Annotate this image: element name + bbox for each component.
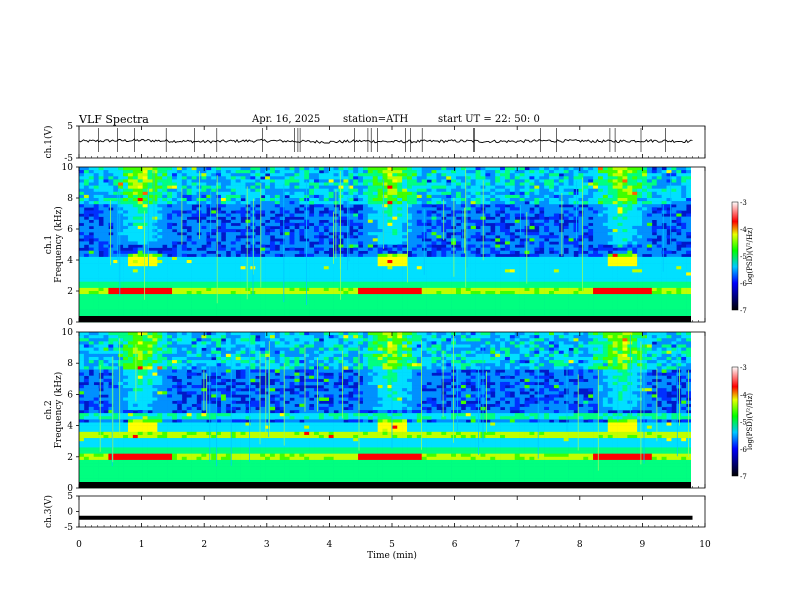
s1-colorbar-tick: -4 [740,226,747,234]
s1-colorbar-tick: -3 [740,199,747,207]
s2-ytick-label: 0 [67,484,73,494]
station-label: station=ATH [343,114,409,125]
s1-ytick-label: 10 [62,163,74,173]
v3-frame [78,495,706,528]
start-time-label: start UT = 22: 50: 0 [438,114,540,125]
s1-colorbar-tick: -5 [740,253,747,261]
s2-colorbar-tick: -3 [740,364,747,372]
xtick-label: 10 [699,540,711,550]
figure-title: VLF Spectra [79,113,149,126]
s2-colorbar [731,366,739,477]
s2-colorbar-tick: -7 [740,473,747,481]
s2-ylabel: Frequency (kHz) [53,372,64,449]
xtick-label: 9 [640,540,646,550]
s2-ytick-label: 8 [67,359,73,369]
s1-ylabel: Frequency (kHz) [53,206,64,283]
xtick-label: 7 [514,540,520,550]
xtick-label: 4 [327,540,333,550]
xtick-label: 8 [577,540,583,550]
date-label: Apr. 16, 2025 [252,114,321,125]
v3-ylabel: ch.3(V) [43,495,54,528]
s2-cells [79,332,692,489]
s1-ytick-label: 0 [67,318,73,328]
s1-low-band [79,316,691,322]
s1-channel-label: ch.1 [44,235,54,254]
v1-ylabel: ch.1(V) [43,126,54,159]
s1-colorbar-tick: -7 [740,307,747,315]
xtick-label: 6 [452,540,458,550]
v3-ytick-label: 5 [67,492,73,502]
s2-ytick-label: 10 [62,328,74,338]
s2-ytick-label: 2 [67,453,73,463]
v3-ytick-label: 0 [67,508,73,518]
s1-ytick-label: 4 [67,256,73,266]
xtick-label: 2 [201,540,207,550]
s1-colorbar-tick: -6 [740,280,747,288]
xtick-label: 3 [264,540,270,550]
s2-colorbar-tick: -4 [740,391,747,399]
v1-ytick-label: 5 [67,122,73,132]
s1-ytick-label: 2 [67,287,73,297]
xtick-label: 5 [389,540,395,550]
s2-ytick-label: 4 [67,422,73,432]
v1-ytick-label: -5 [64,154,73,164]
s1-ytick-label: 6 [67,225,73,235]
s1-colorbar-label: log(PSD)(V²/Hz) [746,227,754,284]
v3-ytick-label: -5 [64,523,73,533]
s2-low-band [79,482,691,488]
s1-colorbar [731,201,739,311]
s1-ytick-label: 8 [67,194,73,204]
s2-colorbar-tick: -5 [740,419,747,427]
v1-trace [78,138,693,144]
s2-blank-end [691,332,705,488]
s2-ytick-label: 6 [67,390,73,400]
xtick-label: 1 [139,540,145,550]
xaxis-label: Time (min) [367,550,417,561]
s2-channel-label: ch.2 [44,400,54,419]
s2-colorbar-label: log(PSD)(V²/Hz) [746,393,754,450]
s2-colorbar-tick: -6 [740,446,747,454]
xtick-label: 0 [76,540,82,550]
s1-blank-end [691,167,705,322]
s1-cells [79,167,692,323]
